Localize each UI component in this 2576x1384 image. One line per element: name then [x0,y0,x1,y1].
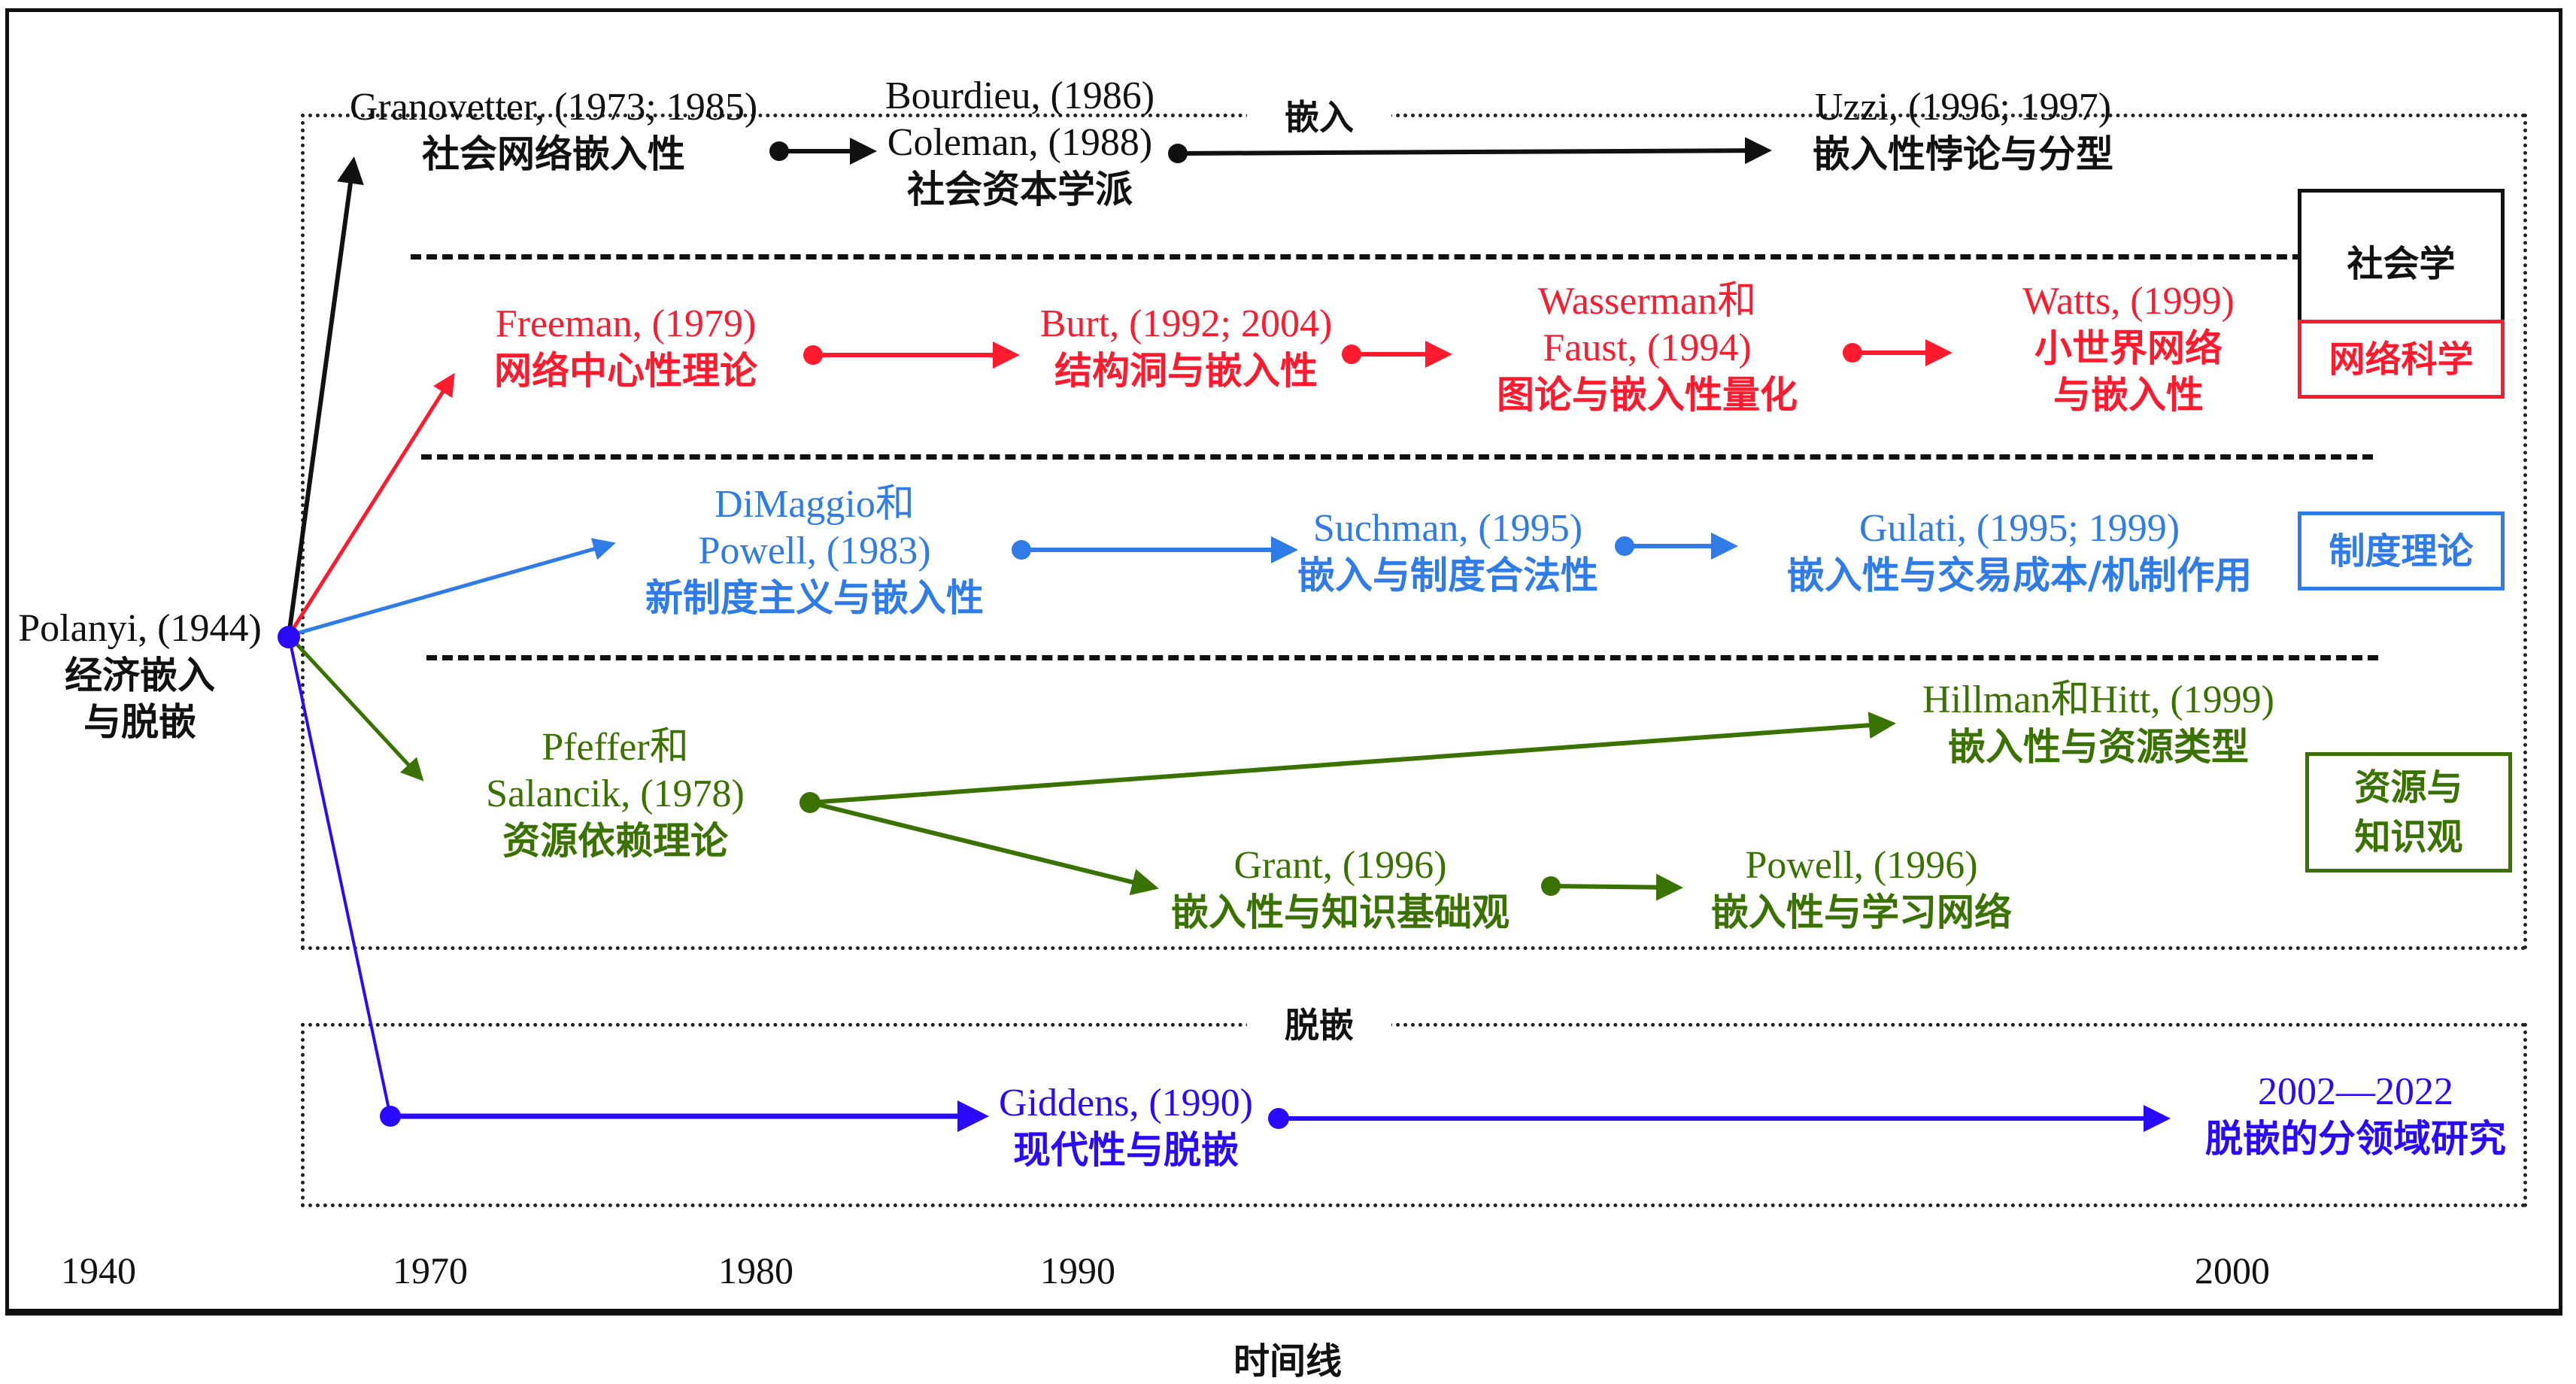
node-powell96-citation: Powell, (1996) [1745,844,1978,887]
node-granovetter-citation: Granovetter, (1973; 1985) [349,86,758,129]
node-uzzi-title: 嵌入性悖论与分型 [1813,132,2113,176]
separator-institution-resource [426,655,2378,660]
node-recent-research: 2002—2022 脱嵌的分领域研究 [2205,1069,2506,1162]
node-pfeffer-salancik: Pfeffer和 Salancik, (1978) 资源依赖理论 [486,724,745,864]
separator-sociology-network [411,254,2366,260]
node-polanyi-title-1: 经济嵌入 [65,654,215,697]
node-hillman-hitt: Hillman和Hitt, (1999) 嵌入性与资源类型 [1922,677,2274,770]
node-grant-citation: Grant, (1996) [1233,844,1447,887]
edge-polanyi-pfeffer [287,634,424,782]
discipline-resource-label-2: 知识观 [2354,816,2463,858]
edge-pfeffer-hillman [809,712,1896,805]
node-watts-citation: Watts, (1999) [2022,280,2235,323]
node-dimaggio-citation-1: DiMaggio和 [715,483,915,526]
edge-polanyi-disembed [287,635,392,1117]
node-hillman-title: 嵌入性与资源类型 [1947,725,2249,769]
node-giddens: Giddens, (1990) 现代性与脱嵌 [999,1080,1253,1173]
node-uzzi: Uzzi, (1996; 1997) 嵌入性悖论与分型 [1813,84,2113,178]
separator-network-institution [421,454,2373,460]
timeline-tick-1980: 1980 [718,1249,793,1291]
node-pfeffer-citation-2: Salancik, (1978) [486,772,745,815]
timeline-tick-1990: 1990 [1040,1249,1115,1291]
node-burt: Burt, (1992; 2004) 结构洞与嵌入性 [1040,301,1333,394]
node-coleman-citation: Coleman, (1988) [887,121,1153,164]
node-recent-period: 2002—2022 [2258,1070,2453,1113]
node-suchman-citation: Suchman, (1995) [1312,507,1583,550]
node-gulati: Gulati, (1995; 1999) 嵌入性与交易成本/机制作用 [1787,505,2252,599]
node-wasserman-citation-2: Faust, (1994) [1543,326,1752,369]
node-grant: Grant, (1996) 嵌入性与知识基础观 [1171,842,1509,936]
node-granovetter: Granovetter, (1973; 1985) 社会网络嵌入性 [350,84,757,178]
discipline-institution-label: 制度理论 [2329,530,2474,572]
embedding-section-label: 嵌入 [1247,90,1391,140]
node-wasserman-title: 图论与嵌入性量化 [1497,373,1798,417]
discipline-network-science: 网络科学 [2298,320,2505,399]
node-freeman-title: 网络中心性理论 [494,349,757,393]
discipline-resource-label-1: 资源与 [2354,766,2463,809]
timeline-tick-2000: 2000 [2195,1249,2270,1291]
node-freeman-citation: Freeman, (1979) [495,302,757,345]
timeline-title: 时间线 [1233,1340,1343,1382]
diagram-frame [5,8,2562,1316]
node-watts: Watts, (1999) 小世界网络 与嵌入性 [2022,278,2235,418]
timeline-tick-1940: 1940 [61,1249,136,1291]
node-pfeffer-title: 资源依赖理论 [502,819,728,863]
node-gulati-citation: Gulati, (1995; 1999) [1858,507,2180,550]
node-gulati-title: 嵌入性与交易成本/机制作用 [1786,554,2253,597]
edge-pfeffer-grant [809,800,1159,896]
node-bourdieu-coleman-title: 社会资本学派 [906,168,1133,211]
edge-polanyi-freeman [287,372,455,637]
node-dot-polanyi [278,626,300,648]
node-polanyi-citation: Polanyi, (1944) [18,607,262,650]
node-uzzi-citation: Uzzi, (1996; 1997) [1814,86,2112,129]
edge-grant-powell96 [1550,873,1683,901]
node-polanyi-title-2: 与脱嵌 [83,700,196,744]
discipline-sociology-label: 社会学 [2347,243,2456,285]
node-wasserman-citation-1: Wasserman和 [1537,280,1757,323]
node-suchman-title: 嵌入与制度合法性 [1297,554,1598,597]
edge-polanyi-dimaggio [288,538,616,638]
node-granovetter-title: 社会网络嵌入性 [421,132,685,176]
node-giddens-title: 现代性与脱嵌 [1012,1128,1239,1172]
node-dimaggio-powell: DiMaggio和 Powell, (1983) 新制度主义与嵌入性 [645,481,984,621]
node-freeman: Freeman, (1979) 网络中心性理论 [494,301,757,394]
discipline-institution: 制度理论 [2298,511,2505,590]
node-watts-title-1: 小世界网络 [2034,326,2223,370]
edge-polanyi-granovetter [287,156,364,636]
node-pfeffer-citation-1: Pfeffer和 [542,726,689,769]
node-wasserman-faust: Wasserman和 Faust, (1994) 图论与嵌入性量化 [1497,278,1798,418]
discipline-resource-knowledge: 资源与 知识观 [2305,752,2512,873]
node-powell-1996: Powell, (1996) 嵌入性与学习网络 [1711,842,2012,936]
disembedding-section-label: 脱嵌 [1247,998,1391,1048]
node-suchman: Suchman, (1995) 嵌入与制度合法性 [1297,505,1598,599]
node-bourdieu-coleman: Bourdieu, (1986) Coleman, (1988) 社会资本学派 [885,73,1154,213]
node-polanyi: Polanyi, (1944) 经济嵌入 与脱嵌 [18,606,262,745]
node-giddens-citation: Giddens, (1990) [999,1082,1253,1124]
edge-coleman-uzzi [1177,137,1772,165]
disembedding-section-box [301,1023,2527,1207]
discipline-sociology: 社会学 [2298,189,2505,339]
node-watts-title-2: 与嵌入性 [2053,373,2204,417]
discipline-network-label: 网络科学 [2329,338,2474,381]
node-burt-title: 结构洞与嵌入性 [1054,349,1318,393]
node-burt-citation: Burt, (1992; 2004) [1039,302,1333,345]
node-recent-title: 脱嵌的分领域研究 [2205,1117,2506,1161]
timeline-tick-1970: 1970 [393,1249,468,1291]
node-bourdieu-citation: Bourdieu, (1986) [884,74,1155,117]
node-hillman-citation: Hillman和Hitt, (1999) [1922,678,2274,721]
node-grant-title: 嵌入性与知识基础观 [1171,891,1509,934]
node-powell96-title: 嵌入性与学习网络 [1711,891,2012,934]
node-dimaggio-citation-2: Powell, (1983) [698,530,931,572]
node-dimaggio-title: 新制度主义与嵌入性 [645,576,984,620]
